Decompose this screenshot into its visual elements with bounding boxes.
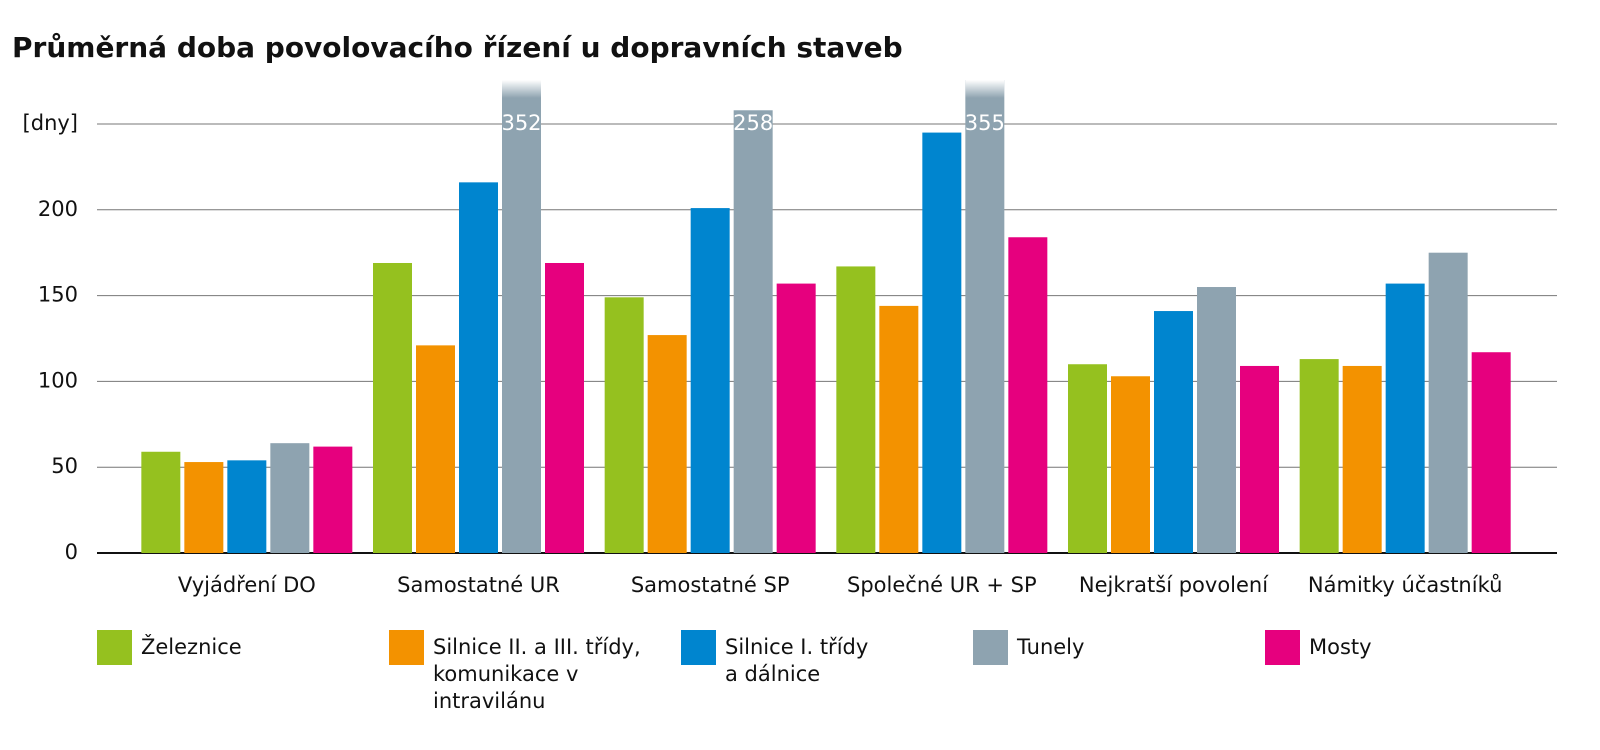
- legend-swatch: [681, 630, 716, 665]
- value-label: 355: [965, 111, 1005, 135]
- bar: [690, 208, 730, 554]
- bar: [1111, 376, 1150, 553]
- bar: [1428, 252, 1468, 553]
- legend-label: Silnice II. a III. třídy, komunikace v i…: [433, 635, 641, 713]
- bar: [459, 182, 498, 553]
- value-label: 352: [501, 111, 541, 135]
- bar: [416, 345, 455, 553]
- x-tick-label: Samostatné SP: [631, 573, 790, 597]
- bar: [922, 132, 962, 553]
- legend-swatch: [1265, 630, 1300, 665]
- legend-swatch: [97, 630, 132, 665]
- bar: [313, 446, 353, 553]
- chart: Průměrná doba povolovacího řízení u dopr…: [12, 31, 1557, 597]
- legend-item: Železnice: [97, 630, 341, 665]
- bar: [1342, 365, 1382, 553]
- bar: [227, 460, 267, 553]
- x-tick-label: Vyjádření DO: [178, 573, 316, 597]
- bar-fade: [502, 80, 541, 98]
- legend-item: Mosty: [1265, 630, 1509, 665]
- x-tick-label: Nejkratší povolení: [1079, 573, 1269, 597]
- legend-swatch: [973, 630, 1008, 665]
- bar: [1471, 352, 1511, 553]
- bar: [502, 80, 541, 553]
- y-tick-label: [dny]: [23, 111, 78, 135]
- bar: [141, 451, 181, 553]
- bar: [545, 262, 584, 553]
- x-tick-label: Společné UR + SP: [847, 573, 1037, 597]
- y-tick-label: 50: [51, 454, 78, 478]
- bar: [184, 462, 224, 553]
- bar: [733, 110, 773, 553]
- chart-title: Průměrná doba povolovacího řízení u dopr…: [12, 31, 903, 64]
- bar: [1385, 283, 1425, 553]
- legend-item: Silnice II. a III. třídy, komunikace v i…: [389, 630, 643, 715]
- bar: [1068, 364, 1107, 553]
- legend-label: Mosty: [1309, 635, 1372, 659]
- bar: [647, 335, 687, 553]
- bar: [1197, 287, 1236, 553]
- bar: [604, 297, 644, 553]
- bar: [270, 443, 310, 553]
- value-label: 258: [733, 111, 773, 135]
- bar: [1299, 359, 1339, 553]
- legend-item: Silnice I. třídy a dálnice: [681, 630, 885, 688]
- bar: [1008, 237, 1048, 554]
- bar: [373, 262, 412, 553]
- bar: [1154, 311, 1193, 553]
- legend-item: Tunely: [973, 630, 1217, 665]
- bar: [879, 305, 919, 553]
- x-tick-label: Námitky účastníků: [1308, 573, 1503, 597]
- legend-label: Železnice: [141, 635, 242, 659]
- y-tick-label: 200: [38, 197, 78, 221]
- bar: [836, 266, 876, 553]
- bar: [1240, 365, 1279, 553]
- bar: [776, 283, 816, 553]
- x-tick-label: Samostatné UR: [397, 573, 560, 597]
- bar: [965, 80, 1005, 553]
- bar-fade: [733, 80, 773, 98]
- y-tick-label: 150: [38, 283, 78, 307]
- legend-label: Silnice I. třídy a dálnice: [725, 635, 869, 686]
- legend-swatch: [389, 630, 424, 665]
- bar-fade: [965, 80, 1005, 98]
- legend: Železnice Silnice II. a III. třídy, komun…: [97, 630, 1557, 740]
- y-tick-label: 100: [38, 368, 78, 392]
- y-tick-label: 0: [65, 540, 78, 564]
- legend-label: Tunely: [1017, 635, 1085, 659]
